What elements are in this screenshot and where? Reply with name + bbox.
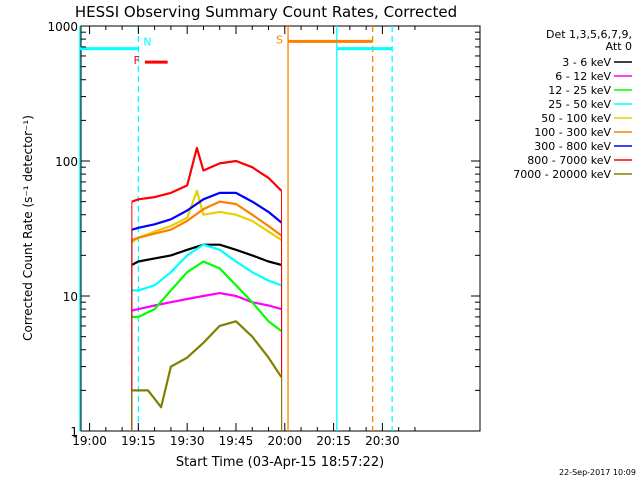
series-line-5 <box>131 200 283 242</box>
series-lines <box>131 146 283 431</box>
chart-title: HESSI Observing Summary Count Rates, Cor… <box>75 3 457 21</box>
legend-title: Det 1,3,5,6,7,9, <box>546 28 632 41</box>
legend-label: 50 - 100 keV <box>541 112 611 125</box>
x-tick-label: 20:15 <box>316 434 351 448</box>
series-line-6 <box>131 191 283 231</box>
series-line-3 <box>131 243 282 292</box>
y-tick-label: 1 <box>70 425 78 439</box>
annotation-label: N <box>143 36 151 49</box>
legend-label: 100 - 300 keV <box>534 126 611 139</box>
y-tick-label: 10 <box>63 290 78 304</box>
series-line-1 <box>131 292 282 312</box>
annotation-label: S <box>276 33 283 46</box>
series-line-2 <box>131 260 283 332</box>
x-axis-label: Start Time (03-Apr-15 18:57:22) <box>176 455 384 470</box>
y-tick-label: 100 <box>55 155 78 169</box>
x-tick-label: 20:00 <box>267 434 302 448</box>
x-tick-label: 19:45 <box>219 434 254 448</box>
observing-annotations: NF S <box>79 33 393 67</box>
legend-label: 12 - 25 keV <box>548 84 611 97</box>
plot-frame <box>80 25 481 432</box>
y-axis-label: Corrected Count Rate (s⁻¹ detector⁻¹) <box>21 115 35 341</box>
legend-title: Att 0 <box>606 40 632 53</box>
timestamp: 22-Sep-2017 10:09 <box>559 468 636 477</box>
axes-ticks: 19:00 19:15 19:30 19:45 20:00 20:15 20:30 1 10 10… <box>47 20 480 448</box>
plot-area: NFS 19:00 19:15 19:30 19:45 20:00 20:15 20:301… <box>47 20 481 448</box>
legend-label: 6 - 12 keV <box>555 70 611 83</box>
y-tick-label: 1000 <box>47 20 78 34</box>
x-tick-label: 19:30 <box>170 434 205 448</box>
series-line-7 <box>131 146 283 203</box>
series-line-8 <box>131 320 283 409</box>
x-tick-label: 19:15 <box>121 434 156 448</box>
x-tick-label: 20:30 <box>365 434 400 448</box>
legend-label: 7000 - 20000 keV <box>513 168 611 181</box>
x-tick-label: 19:00 <box>72 434 107 448</box>
vertical-markers <box>79 26 393 431</box>
legend-label: 25 - 50 keV <box>548 98 611 111</box>
annotation-label: F <box>134 54 140 67</box>
legend-label: 300 - 800 keV <box>534 140 611 153</box>
legend-label: 3 - 6 keV <box>562 56 611 69</box>
legend-label: 800 - 7000 keV <box>527 154 611 167</box>
